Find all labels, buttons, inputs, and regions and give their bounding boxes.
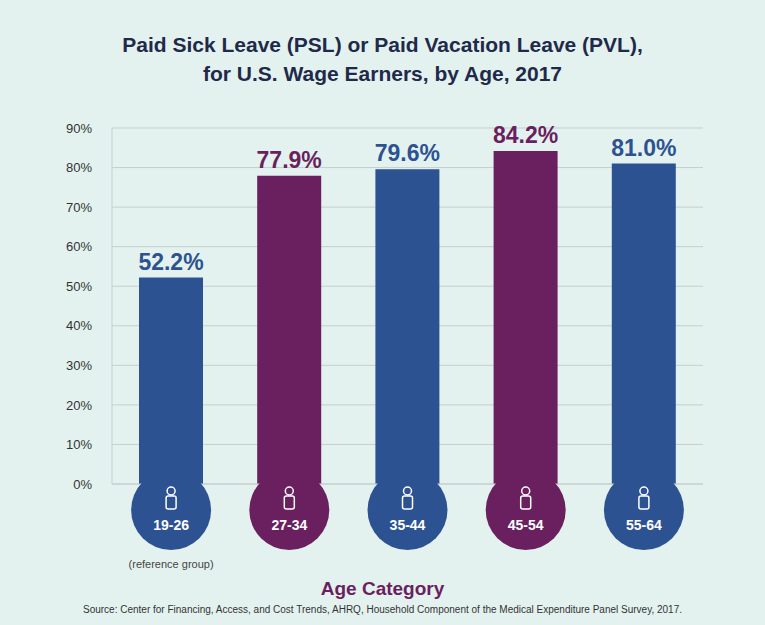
html-text:for U.S. Wage Earners, by Age,: for U.S. Wage Earners, by Age, 2017 xyxy=(203,62,562,85)
svg-text:35-44: 35-44 xyxy=(390,517,426,533)
html-text:Age Category: Age Category xyxy=(320,578,445,599)
svg-text:30%: 30% xyxy=(66,358,92,373)
svg-text:79.6%: 79.6% xyxy=(375,140,440,166)
svg-text:40%: 40% xyxy=(66,318,92,333)
svg-text:80%: 80% xyxy=(66,160,92,175)
svg-text:10%: 10% xyxy=(66,437,92,452)
svg-text:55-64: 55-64 xyxy=(626,517,662,533)
svg-text:20%: 20% xyxy=(66,398,92,413)
svg-text:60%: 60% xyxy=(66,239,92,254)
svg-text:84.2%: 84.2% xyxy=(493,122,558,148)
html-text:Paid Sick Leave (PSL) or Paid: Paid Sick Leave (PSL) or Paid Vacation L… xyxy=(122,33,643,56)
svg-text:52.2%: 52.2% xyxy=(138,249,203,275)
svg-text:27-34: 27-34 xyxy=(271,517,307,533)
svg-text:70%: 70% xyxy=(66,200,92,215)
svg-text:45-54: 45-54 xyxy=(508,517,544,533)
svg-text:(reference group): (reference group) xyxy=(129,558,214,570)
svg-text:77.9%: 77.9% xyxy=(257,147,322,173)
svg-text:90%: 90% xyxy=(66,121,92,136)
svg-text:0%: 0% xyxy=(73,477,92,492)
svg-text:50%: 50% xyxy=(66,279,92,294)
svg-text:81.0%: 81.0% xyxy=(611,135,676,161)
html-text:Source: Center for Financing,: Source: Center for Financing, Access, an… xyxy=(83,604,682,615)
svg-text:19-26: 19-26 xyxy=(153,517,189,533)
